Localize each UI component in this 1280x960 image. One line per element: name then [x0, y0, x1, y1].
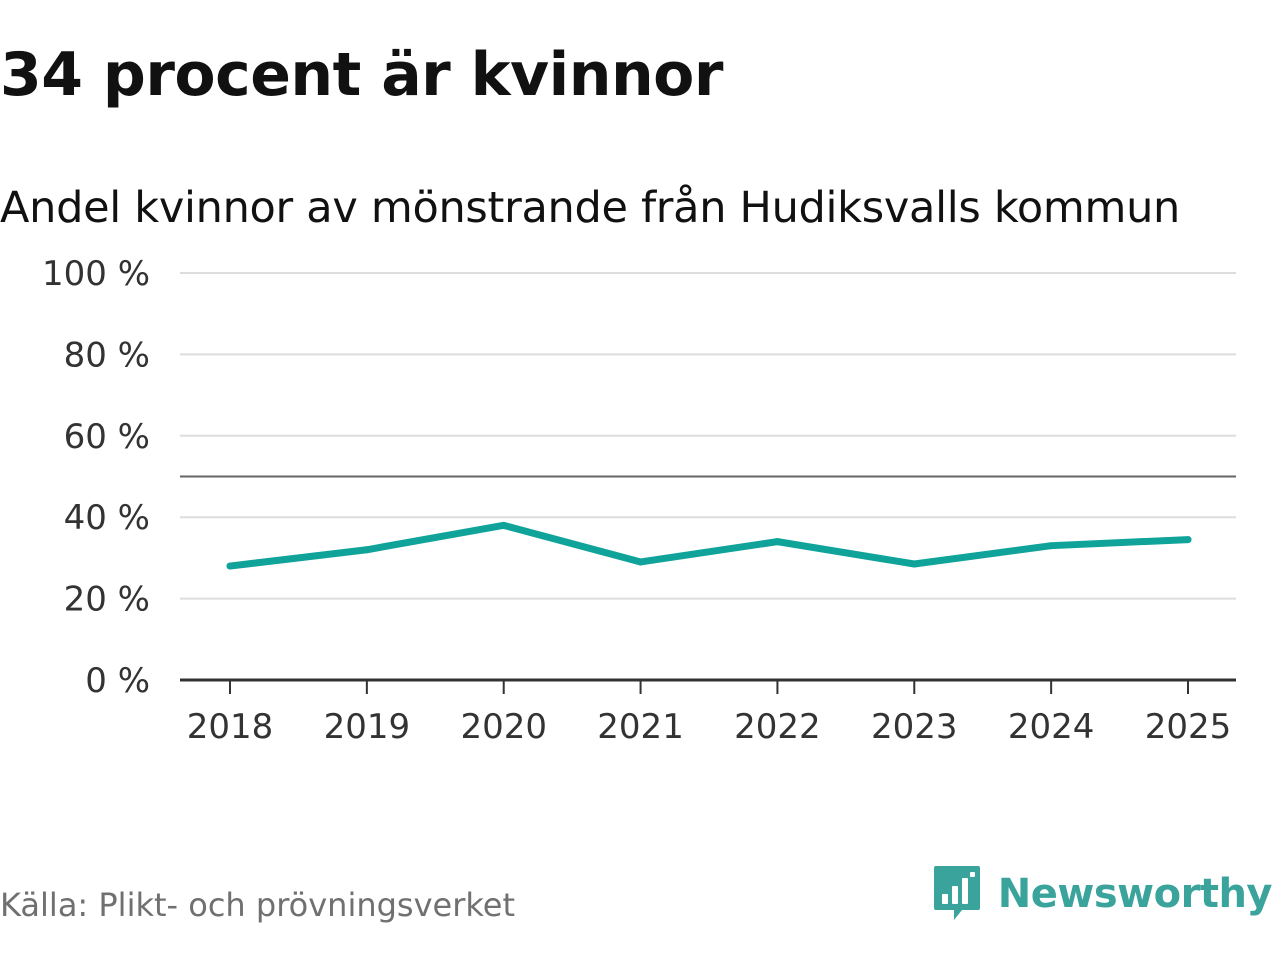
series-line — [226, 521, 1192, 570]
brand: Newsworthy — [932, 864, 1273, 924]
chart-subtitle: Andel kvinnor av mönstrande från Hudiksv… — [0, 183, 1181, 233]
x-tick-label: 2023 — [871, 707, 958, 747]
brand-name: Newsworthy — [997, 871, 1273, 917]
gridlines — [180, 272, 1236, 600]
data-point — [773, 538, 781, 546]
x-tick-label: 2021 — [597, 707, 684, 747]
newsworthy-logo-icon — [933, 866, 980, 920]
x-axis — [180, 678, 1236, 694]
x-tick-label: 2022 — [734, 707, 821, 747]
data-point — [226, 562, 234, 570]
data-point — [637, 558, 645, 566]
data-point — [1047, 542, 1055, 550]
x-tick-label: 2020 — [460, 707, 547, 747]
x-axis-labels: 2018 2019 2020 2021 2022 2023 2024 2025 — [187, 707, 1232, 747]
y-tick-label: 0 % — [85, 661, 150, 701]
y-tick-label: 40 % — [64, 498, 150, 538]
y-tick-label: 20 % — [64, 580, 150, 620]
y-tick-label: 100 % — [42, 254, 150, 294]
x-tick-label: 2018 — [187, 707, 274, 747]
y-axis-labels: 0 % 20 % 40 % 60 % 80 % 100 % — [42, 254, 150, 701]
data-point — [500, 521, 508, 529]
x-tick-label: 2019 — [324, 707, 411, 747]
y-tick-label: 60 % — [64, 417, 150, 457]
x-tick-label: 2025 — [1145, 707, 1232, 747]
x-tick-label: 2024 — [1008, 707, 1095, 747]
data-point — [1184, 536, 1192, 544]
data-point — [910, 560, 918, 568]
y-tick-label: 80 % — [64, 335, 150, 375]
series-group — [226, 521, 1192, 570]
source-note: Källa: Plikt- och prövningsverket — [0, 886, 515, 924]
chart-title: 34 procent är kvinnor — [0, 40, 723, 110]
data-point — [363, 546, 371, 554]
